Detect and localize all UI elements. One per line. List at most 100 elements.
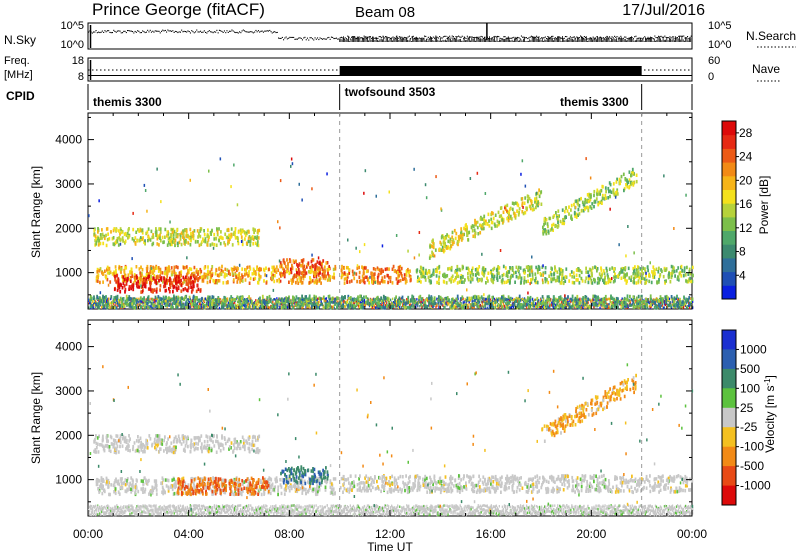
heat-cell — [596, 299, 598, 303]
heat-cell — [114, 278, 116, 282]
heat-cell — [132, 283, 135, 287]
heat-cell — [569, 299, 571, 302]
heat-cell — [484, 301, 487, 306]
heat-cell — [431, 304, 433, 308]
heat-cell — [210, 297, 213, 301]
heat-cell — [90, 296, 93, 301]
heat-cell — [99, 236, 102, 241]
heat-cell — [281, 297, 283, 301]
heat-cell — [248, 281, 251, 285]
heat-cell — [161, 300, 163, 305]
heat-cell — [150, 281, 152, 285]
heat-cell — [325, 302, 328, 307]
nsky-point — [422, 38, 424, 40]
heat-cell — [154, 280, 156, 284]
heat-cell — [562, 302, 564, 306]
heat-cell — [446, 301, 448, 304]
nsky-point — [295, 38, 297, 40]
heat-cell — [157, 275, 160, 279]
heat-cell — [632, 297, 635, 302]
heat-cell — [199, 302, 201, 305]
nsky-point — [191, 30, 193, 32]
heat-cell — [193, 265, 196, 270]
heat-cell — [213, 243, 216, 247]
heat-cell — [462, 304, 465, 308]
heat-cell — [386, 301, 388, 304]
nsky-point — [549, 37, 551, 39]
heat-cell — [642, 304, 644, 309]
heat-cell — [456, 306, 458, 310]
heat-cell — [170, 305, 172, 309]
heat-cell — [122, 300, 124, 303]
nsky-point — [142, 30, 144, 32]
heat-cell — [161, 235, 164, 240]
heat-cell — [253, 304, 255, 308]
heat-cell — [487, 299, 490, 304]
heat-cell — [96, 296, 99, 300]
heat-cell — [210, 303, 212, 307]
nsky-point — [533, 37, 535, 39]
heat-cell — [518, 294, 521, 299]
heat-cell — [584, 298, 586, 301]
nsky-point — [283, 39, 285, 41]
heat-cell — [190, 290, 193, 294]
heat-cell — [422, 301, 424, 304]
heat-cell — [182, 235, 184, 239]
heat-cell — [128, 287, 130, 291]
nsky-point — [503, 36, 505, 38]
heat-cell — [345, 302, 347, 306]
heat-cell — [562, 299, 564, 304]
heat-cell — [113, 298, 116, 303]
heat-cell — [536, 306, 538, 309]
heat-cell — [230, 298, 233, 302]
heat-cell — [582, 300, 585, 304]
heat-cell — [317, 301, 319, 304]
heat-cell — [130, 302, 132, 306]
heat-cell — [675, 301, 678, 305]
nsky-point — [617, 38, 619, 40]
heat-cell — [175, 281, 177, 285]
heat-cell — [607, 297, 609, 301]
heat-cell — [169, 242, 172, 247]
heat-cell — [149, 280, 151, 285]
heat-cell — [138, 297, 140, 301]
nsky-point — [537, 36, 539, 38]
heat-cell — [174, 243, 176, 248]
nsky-point — [465, 37, 467, 39]
heat-cell — [323, 265, 326, 269]
heat-cell — [207, 265, 209, 269]
heat-cell — [587, 297, 589, 301]
heat-cell — [101, 232, 104, 237]
nsky-point — [518, 37, 520, 39]
nsky-point — [578, 37, 580, 39]
nsky-point — [655, 37, 657, 39]
nsky-point — [458, 35, 460, 37]
heat-cell — [589, 298, 591, 302]
heat-cell — [224, 296, 227, 300]
heat-cell — [148, 272, 151, 277]
heat-cell — [567, 302, 569, 306]
heat-cell — [159, 270, 162, 275]
heat-cell — [104, 269, 106, 273]
heat-cell — [149, 270, 152, 274]
nsky-point — [528, 37, 530, 39]
heat-cell — [334, 267, 337, 271]
heat-cell — [454, 304, 456, 307]
heat-cell — [291, 281, 293, 285]
heat-cell — [159, 277, 162, 281]
nsky-point — [398, 36, 400, 38]
nsky-point — [274, 31, 276, 33]
nsky-point — [220, 30, 222, 32]
heat-cell — [661, 300, 664, 304]
heat-cell — [200, 297, 203, 302]
heat-cell — [488, 306, 490, 309]
heat-cell — [180, 289, 183, 293]
heat-cell — [333, 306, 335, 309]
heat-cell — [266, 303, 269, 307]
heat-cell — [416, 301, 419, 305]
heat-cell — [177, 285, 180, 289]
heat-cell — [425, 306, 427, 310]
nsky-point — [673, 36, 675, 38]
nsky-point — [437, 37, 439, 39]
heat-cell — [308, 296, 311, 300]
